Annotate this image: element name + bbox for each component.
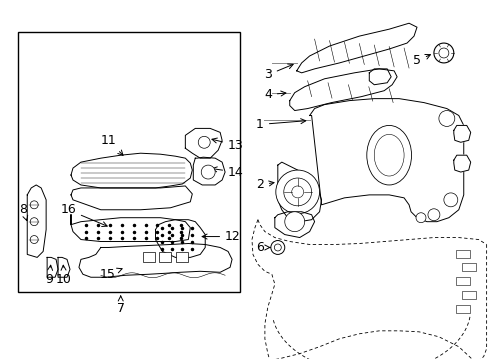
Circle shape	[433, 43, 453, 63]
Bar	[18, 32, 240, 292]
Polygon shape	[79, 243, 232, 277]
Text: 6: 6	[256, 241, 269, 254]
Text: 15: 15	[100, 268, 122, 281]
Circle shape	[30, 218, 38, 226]
Circle shape	[30, 201, 38, 209]
Circle shape	[198, 136, 210, 148]
Text: 16: 16	[60, 203, 107, 226]
Polygon shape	[71, 153, 192, 188]
Polygon shape	[368, 69, 390, 85]
Text: 5: 5	[412, 54, 429, 67]
Circle shape	[284, 212, 304, 231]
Ellipse shape	[373, 134, 403, 176]
Bar	[176, 252, 188, 262]
Circle shape	[274, 244, 281, 251]
Polygon shape	[47, 257, 58, 277]
Bar	[461, 291, 475, 299]
Polygon shape	[296, 23, 416, 73]
Circle shape	[415, 213, 425, 223]
Circle shape	[443, 193, 457, 207]
Polygon shape	[185, 129, 222, 158]
Text: 2: 2	[256, 179, 273, 192]
Text: 14: 14	[212, 166, 244, 179]
Text: 3: 3	[264, 64, 292, 81]
Circle shape	[427, 209, 439, 221]
Polygon shape	[453, 155, 470, 172]
Text: 12: 12	[202, 230, 241, 243]
Polygon shape	[453, 125, 470, 142]
Text: 9: 9	[45, 265, 53, 286]
Ellipse shape	[366, 125, 411, 185]
Text: 8: 8	[19, 203, 28, 221]
Polygon shape	[58, 257, 70, 277]
Text: 11: 11	[101, 134, 123, 156]
Polygon shape	[71, 215, 190, 242]
Bar	[142, 252, 154, 262]
Circle shape	[30, 235, 38, 243]
Polygon shape	[289, 69, 396, 111]
Circle shape	[201, 165, 215, 179]
Circle shape	[438, 48, 448, 58]
Polygon shape	[193, 157, 224, 185]
Text: 13: 13	[211, 138, 244, 152]
Text: 7: 7	[117, 296, 124, 315]
Text: 1: 1	[256, 118, 305, 131]
Circle shape	[283, 178, 311, 206]
Bar	[455, 277, 469, 285]
Circle shape	[275, 170, 319, 214]
Polygon shape	[277, 162, 321, 222]
Circle shape	[270, 240, 284, 255]
Polygon shape	[274, 212, 314, 238]
Bar	[455, 251, 469, 258]
Polygon shape	[155, 220, 205, 257]
Polygon shape	[27, 185, 46, 257]
Text: 10: 10	[56, 265, 72, 286]
Bar	[159, 252, 171, 262]
Bar	[461, 264, 475, 271]
Circle shape	[438, 111, 454, 126]
Bar	[455, 305, 469, 313]
Polygon shape	[71, 186, 192, 210]
Polygon shape	[309, 99, 463, 222]
Circle shape	[291, 186, 303, 198]
Text: 4: 4	[264, 88, 285, 101]
